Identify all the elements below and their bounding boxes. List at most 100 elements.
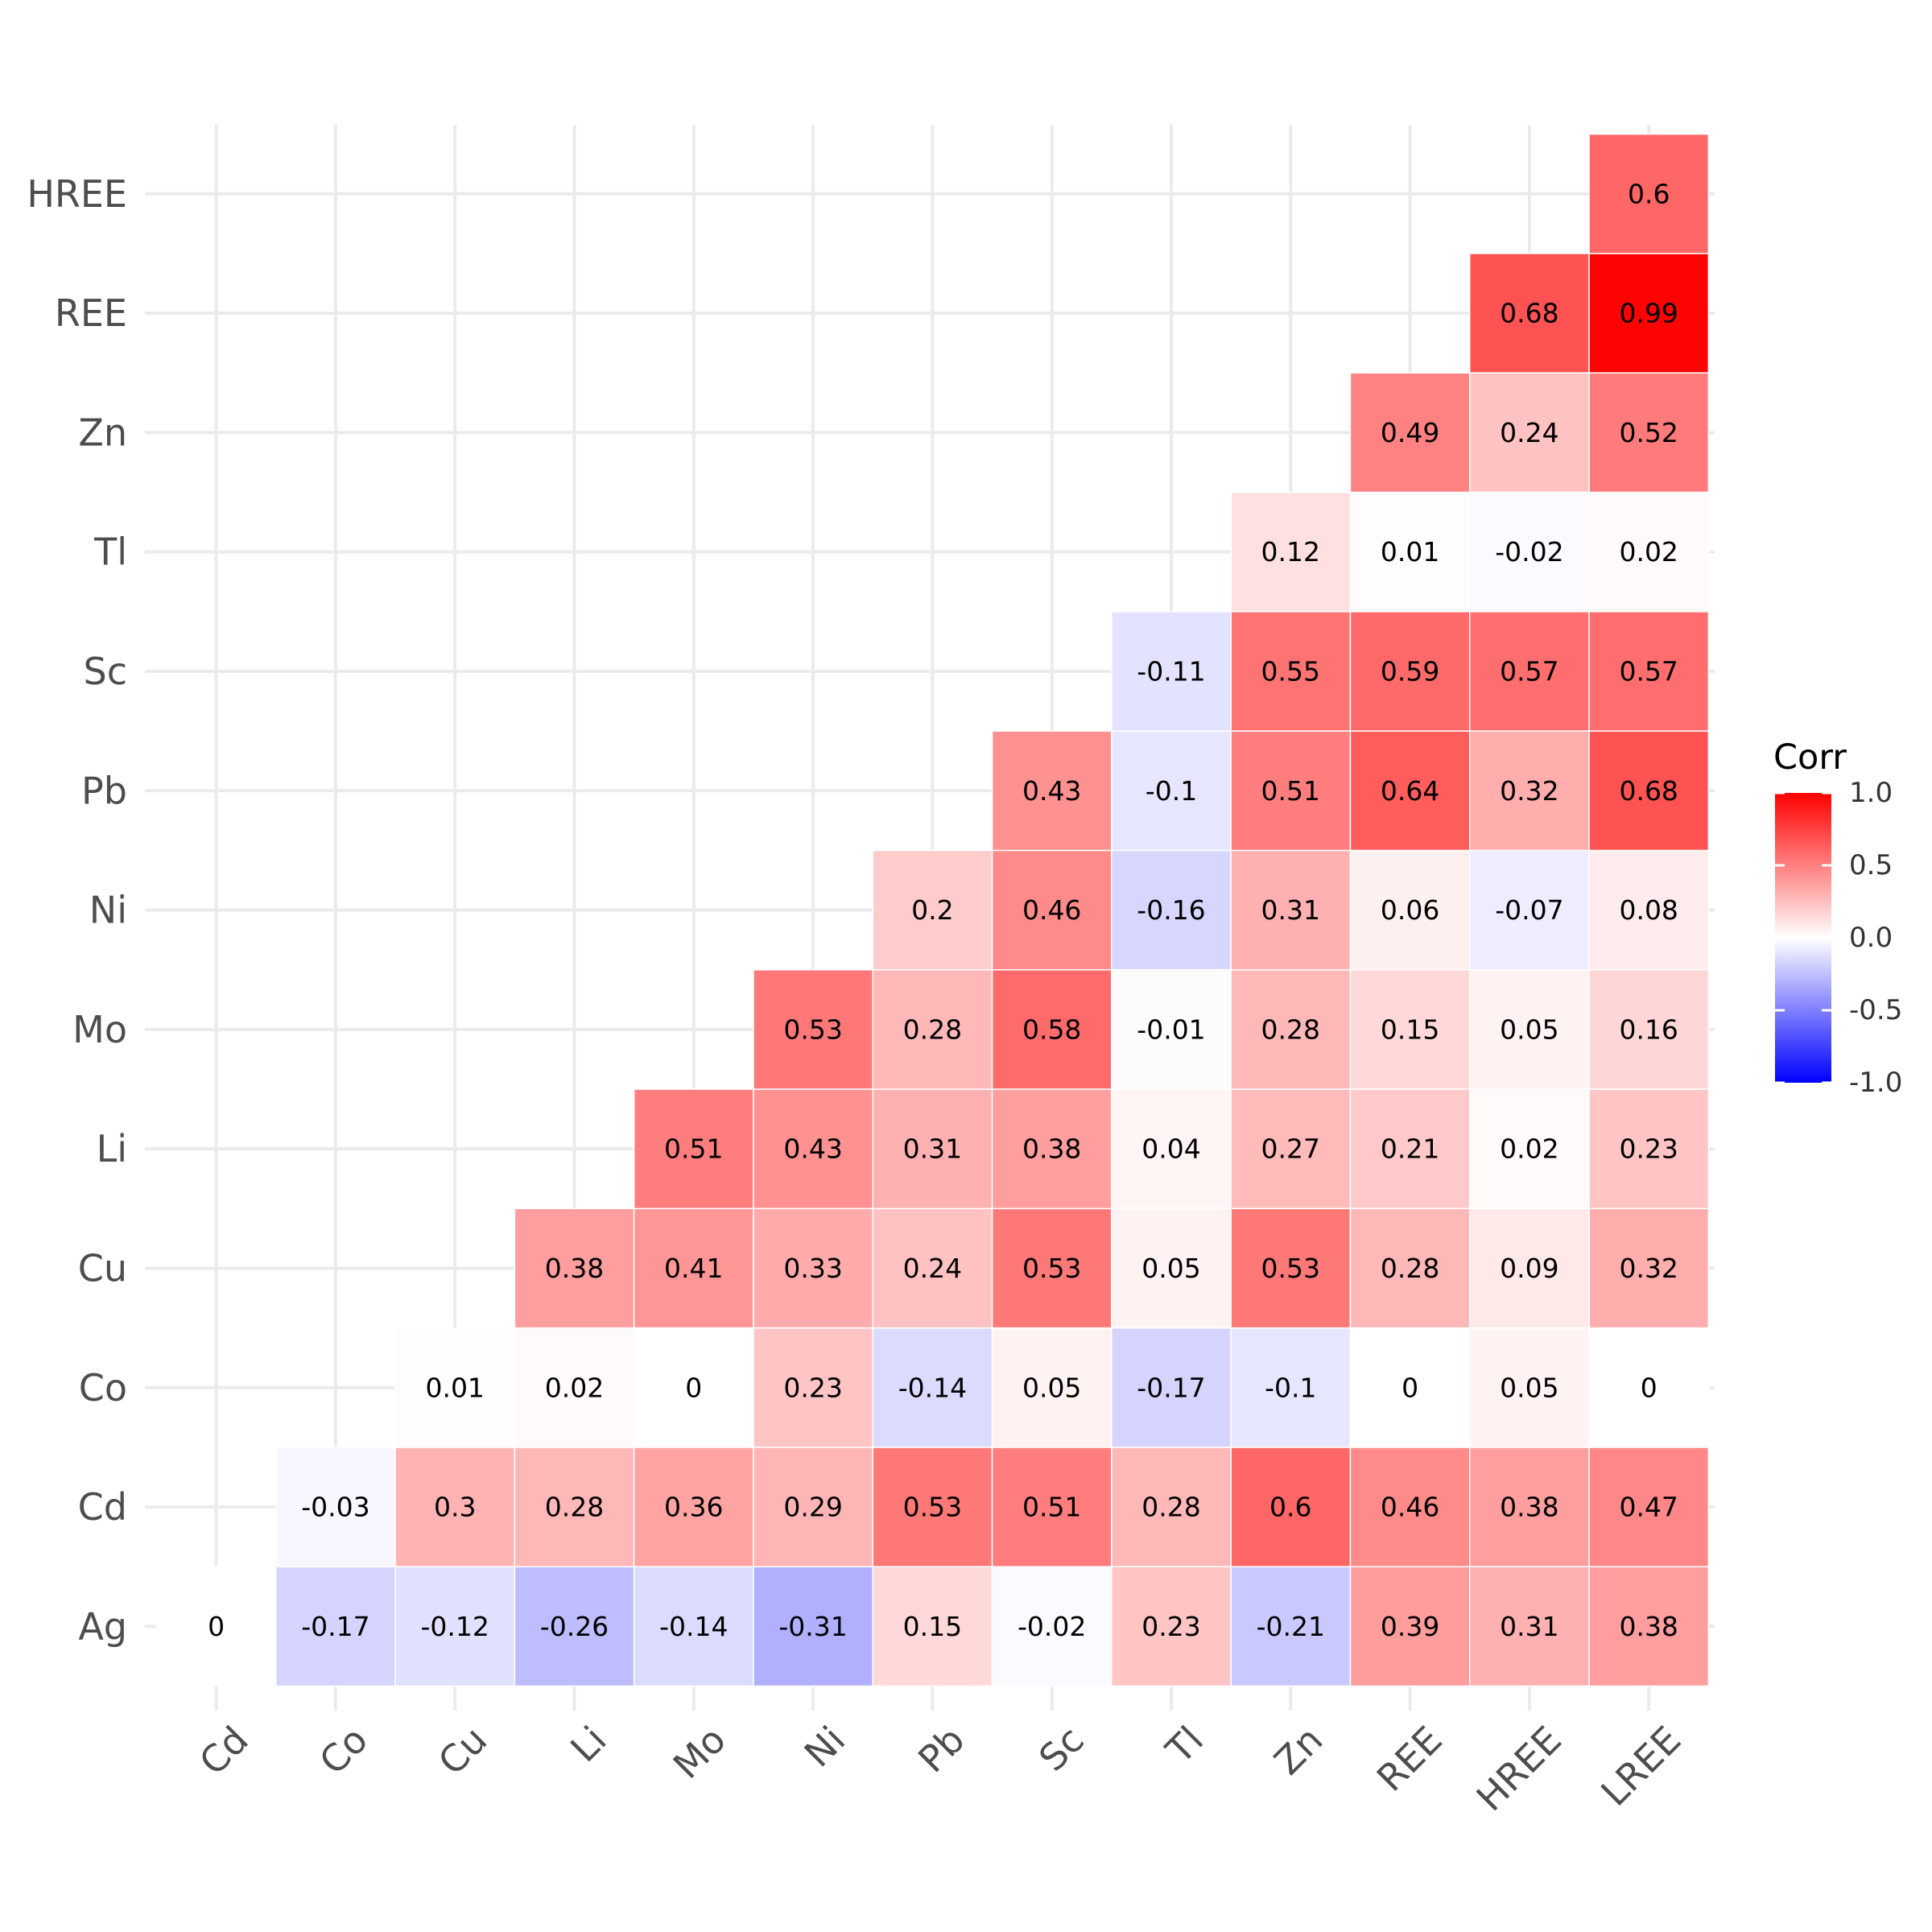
cell-tl-zn	[1230, 491, 1352, 613]
cell-ree-lree	[1588, 253, 1710, 374]
cell-ni-tl	[1111, 849, 1232, 971]
cell-cd-mo	[633, 1447, 754, 1567]
cell-sc-zn	[1230, 611, 1352, 732]
cell-label-cu-ni: 0.33	[783, 1253, 842, 1284]
cell-label-cd-li: 0.28	[545, 1492, 604, 1523]
y-tick-hree: HREE	[27, 172, 127, 216]
cell-label-ag-ni: -0.31	[778, 1611, 847, 1642]
cell-mo-sc	[991, 968, 1113, 1090]
x-axis-tick-labels: Cd Co Cu Li Mo Ni Pb Sc Tl Zn REE HREE LREE	[191, 1718, 1689, 1819]
cell-mo-pb	[872, 968, 993, 1090]
y-tick-mo: Mo	[72, 1008, 127, 1051]
cell-label-cd-mo: 0.36	[664, 1492, 723, 1523]
cell-label-sc-zn: 0.55	[1261, 655, 1320, 687]
cell-label-mo-sc: 0.58	[1022, 1013, 1081, 1045]
cell-label-co-ni: 0.23	[783, 1372, 842, 1403]
cell-mo-ree	[1349, 968, 1471, 1090]
cell-label-mo-hree: 0.05	[1500, 1013, 1558, 1045]
cell-label-ag-ree: 0.39	[1381, 1611, 1439, 1642]
cell-label-ni-ree: 0.06	[1381, 894, 1439, 926]
cell-pb-tl	[1111, 730, 1232, 852]
cell-label-co-li: 0.02	[545, 1372, 604, 1403]
cell-label-cu-pb: 0.24	[903, 1253, 962, 1284]
cell-li-hree	[1469, 1088, 1590, 1210]
x-tick-cu: Cu	[430, 1718, 496, 1784]
cell-label-co-tl: -0.17	[1137, 1372, 1205, 1403]
cell-co-lree	[1588, 1327, 1710, 1448]
cell-li-zn	[1230, 1088, 1352, 1210]
y-tick-cd: Cd	[78, 1485, 127, 1529]
legend-tick-label: 0.0	[1849, 922, 1893, 954]
cell-label-cu-ree: 0.28	[1381, 1253, 1439, 1284]
cell-pb-ree	[1349, 730, 1471, 852]
cell-label-cd-ree: 0.46	[1381, 1492, 1439, 1523]
cell-cd-pb	[872, 1447, 993, 1567]
cell-label-co-zn: -0.1	[1265, 1372, 1316, 1403]
cell-li-ni	[753, 1088, 874, 1210]
cell-cd-lree	[1588, 1447, 1710, 1567]
cell-label-co-cu: 0.01	[425, 1372, 484, 1403]
x-tick-ni: Ni	[796, 1718, 854, 1776]
y-tick-ni: Ni	[89, 889, 127, 932]
cell-pb-lree	[1588, 730, 1710, 852]
cell-label-cu-tl: 0.05	[1141, 1253, 1200, 1284]
cell-hree-lree	[1588, 133, 1710, 254]
cell-label-ag-zn: -0.21	[1257, 1611, 1325, 1642]
heatmap-cells: 0 -0.17 -0.12 -0.26 -0.14 -0.31 0.15 -0.02 0.23 -…	[155, 133, 1710, 1687]
y-axis-tick-labels: Ag Cd Co Cu Li Mo Ni Pb Sc Tl Zn REE HREE	[27, 172, 127, 1649]
cell-label-ree-hree: 0.68	[1500, 298, 1558, 329]
cell-label-ag-pb: 0.15	[903, 1611, 962, 1642]
cell-label-co-mo: 0	[685, 1372, 702, 1403]
cell-label-zn-hree: 0.24	[1500, 417, 1558, 448]
cell-cu-mo	[633, 1208, 754, 1329]
x-tick-lree: LREE	[1592, 1718, 1689, 1814]
cell-co-cu	[394, 1327, 516, 1448]
cell-label-ag-tl: 0.23	[1141, 1611, 1200, 1642]
cell-sc-ree	[1349, 611, 1471, 732]
cell-label-cd-tl: 0.28	[1141, 1492, 1200, 1523]
cell-label-pb-tl: -0.1	[1146, 775, 1197, 807]
cell-li-pb	[872, 1088, 993, 1210]
cell-label-pb-sc: 0.43	[1022, 775, 1081, 807]
legend-title: Corr	[1773, 737, 1847, 778]
cell-label-cu-zn: 0.53	[1261, 1253, 1320, 1284]
x-tick-mo: Mo	[665, 1718, 734, 1787]
cell-label-co-pb: -0.14	[898, 1372, 967, 1403]
legend-tick-label: -0.5	[1849, 994, 1902, 1026]
cell-sc-lree	[1588, 611, 1710, 732]
cell-li-lree	[1588, 1088, 1710, 1210]
cell-cu-tl	[1111, 1208, 1232, 1329]
cell-label-sc-hree: 0.57	[1500, 655, 1558, 687]
x-tick-ree: REE	[1368, 1718, 1451, 1800]
cell-ag-pb	[872, 1566, 993, 1687]
x-tick-tl: Tl	[1157, 1718, 1212, 1773]
x-tick-zn: Zn	[1265, 1718, 1331, 1783]
y-tick-co: Co	[79, 1366, 127, 1410]
cell-label-li-ni: 0.43	[783, 1133, 842, 1165]
cell-label-ni-tl: -0.16	[1137, 894, 1205, 926]
cell-ni-sc	[991, 849, 1113, 971]
cell-label-ni-sc: 0.46	[1022, 894, 1081, 926]
cell-label-co-hree: 0.05	[1500, 1372, 1558, 1403]
cell-cu-ni	[753, 1208, 874, 1329]
cell-label-ag-mo: -0.14	[659, 1611, 728, 1642]
y-tick-pb: Pb	[81, 769, 127, 812]
cell-tl-lree	[1588, 491, 1710, 613]
y-tick-sc: Sc	[84, 650, 128, 693]
cell-label-cd-zn: 0.6	[1269, 1492, 1311, 1523]
cell-label-mo-tl: -0.01	[1137, 1013, 1205, 1045]
cell-label-li-pb: 0.31	[903, 1133, 962, 1165]
y-tick-ag: Ag	[78, 1604, 127, 1648]
cell-co-tl	[1111, 1327, 1232, 1448]
cell-pb-sc	[991, 730, 1113, 852]
cell-label-hree-lree: 0.6	[1628, 178, 1670, 209]
cell-label-cu-sc: 0.53	[1022, 1253, 1081, 1284]
cell-li-ree	[1349, 1088, 1471, 1210]
cell-zn-hree	[1469, 372, 1590, 493]
cell-label-ag-li: -0.26	[540, 1611, 609, 1642]
cell-pb-zn	[1230, 730, 1352, 852]
y-tick-tl: Tl	[93, 530, 127, 574]
cell-label-sc-lree: 0.57	[1619, 655, 1678, 687]
